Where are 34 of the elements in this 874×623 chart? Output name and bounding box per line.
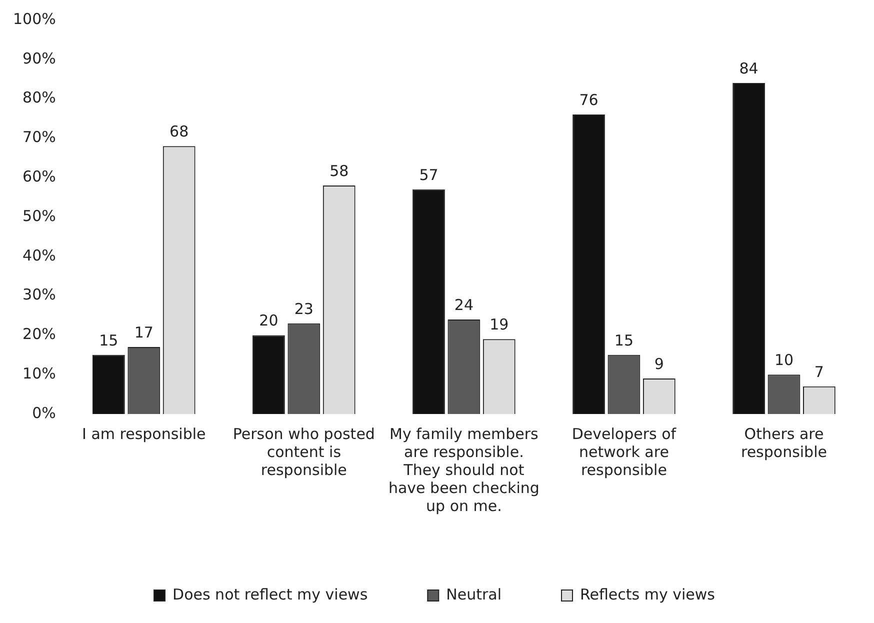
y-tick-label: 0% [32,404,56,422]
x-tick-label: Others are responsible [740,424,827,461]
x-tick-label: Developers of network are responsible [572,424,677,479]
legend-label: Neutral [446,585,502,604]
y-tick-label: 100% [12,10,56,28]
data-label: 20 [259,312,278,330]
y-tick-label: 60% [22,167,56,186]
y-tick-label: 70% [22,128,56,146]
y-tick-label: 50% [22,206,56,225]
y-tick-label: 30% [22,286,56,304]
data-label: 10 [774,350,794,369]
data-label: 58 [330,162,349,180]
y-tick-label: 90% [22,49,56,68]
data-label: 84 [739,59,758,78]
data-label: 68 [170,122,189,140]
x-tick-label: Person who posted content is responsible [232,424,375,479]
y-tick-label: 80% [22,88,56,107]
y-tick-label: 40% [22,246,56,264]
y-tick-label: 10% [22,364,56,382]
legend-label: Reflects my views [580,585,716,604]
x-tick-label: My family members are responsible. They should not have been checking up on me. [388,424,540,515]
x-tick-label: I am responsible [82,424,206,443]
data-label: 19 [490,316,509,334]
data-label: 15 [99,331,118,350]
data-label: 7 [814,362,824,381]
data-label: 17 [134,323,154,342]
data-label: 15 [614,331,634,350]
data-label: 23 [294,300,314,318]
data-label: 24 [454,296,474,314]
legend-label: Does not reflect my views [172,585,368,604]
data-label: 9 [654,354,664,373]
data-label: 57 [419,166,438,184]
data-label: 76 [579,90,598,109]
y-tick-label: 20% [22,325,56,344]
